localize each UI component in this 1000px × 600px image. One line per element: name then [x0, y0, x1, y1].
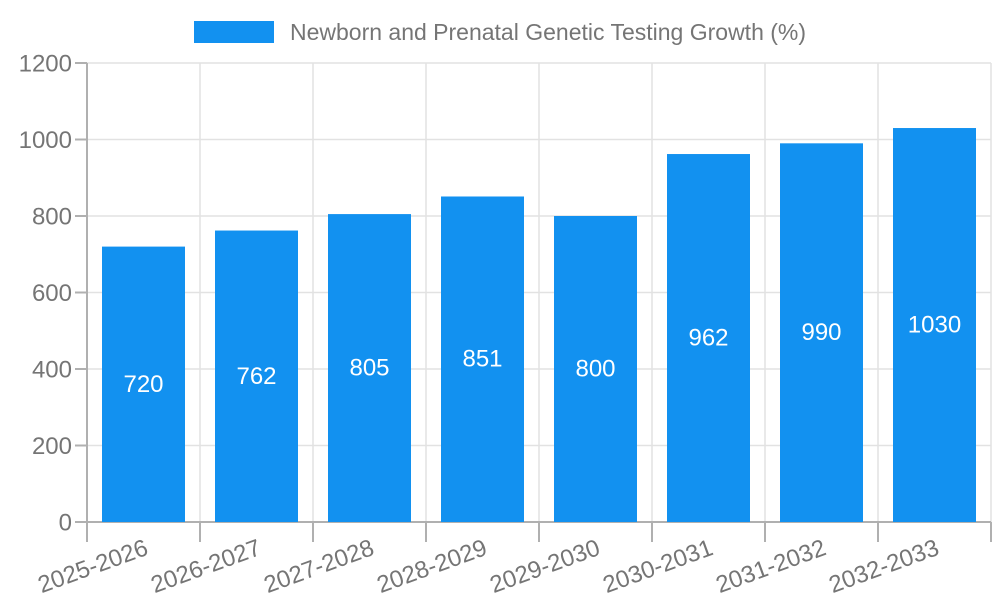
x-axis-tick-label: 2028-2029	[373, 534, 490, 599]
bar	[102, 246, 185, 522]
y-axis-tick-label: 600	[32, 280, 72, 307]
y-axis-tick-label: 200	[32, 433, 72, 460]
y-axis-tick-label: 400	[32, 357, 72, 384]
legend: Newborn and Prenatal Genetic Testing Gro…	[0, 19, 1000, 45]
bar-value-label: 805	[349, 355, 389, 382]
bar	[780, 143, 863, 522]
bar-value-label: 1030	[908, 312, 961, 339]
y-axis-tick-label: 800	[32, 204, 72, 231]
bar	[215, 230, 298, 522]
bar-value-label: 720	[123, 371, 163, 398]
x-axis-tick-label: 2030-2031	[599, 534, 716, 599]
y-axis-tick-label: 0	[59, 510, 72, 537]
bar	[893, 128, 976, 522]
bar	[554, 216, 637, 522]
bar	[667, 154, 750, 522]
bar-value-label: 762	[236, 363, 276, 390]
bar-value-label: 990	[801, 319, 841, 346]
x-axis-tick-label: 2027-2028	[260, 534, 377, 599]
x-axis-tick-label: 2029-2030	[486, 534, 603, 599]
y-axis-tick-label: 1000	[19, 127, 72, 154]
x-axis-tick-label: 2025-2026	[34, 534, 151, 599]
x-axis-tick-label: 2032-2033	[825, 534, 942, 599]
legend-label: Newborn and Prenatal Genetic Testing Gro…	[289, 19, 807, 45]
legend-swatch	[193, 21, 274, 43]
x-axis-tick-label: 2031-2032	[712, 534, 829, 599]
bar	[441, 196, 524, 522]
x-axis-tick-label: 2026-2027	[147, 534, 264, 599]
bar-value-label: 962	[688, 325, 728, 352]
bar-value-label: 851	[462, 346, 502, 373]
bar	[328, 214, 411, 522]
y-axis-tick-label: 1200	[19, 51, 72, 78]
bar-value-label: 800	[575, 356, 615, 383]
